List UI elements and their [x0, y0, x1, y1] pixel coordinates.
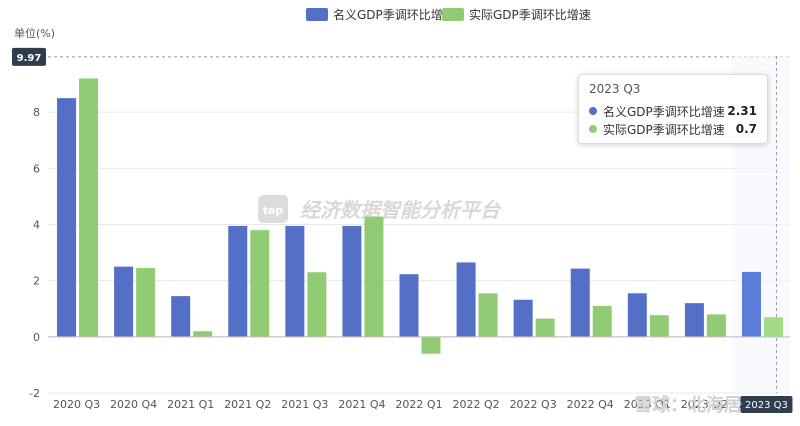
y-tick-label: 4	[33, 219, 40, 232]
y-tick-label: 8	[33, 106, 40, 119]
legend-label: 名义GDP季调环比增速	[333, 7, 455, 22]
bar	[250, 230, 270, 337]
x-tick-label: 2021 Q1	[167, 398, 214, 411]
y-tick-label: 0	[33, 331, 40, 344]
bar	[570, 268, 590, 337]
x-tick-label: 2023 Q2	[681, 398, 728, 411]
bar	[684, 303, 704, 337]
x-tick-label: 2020 Q4	[110, 398, 157, 411]
real-dot-icon	[589, 125, 597, 133]
y-tick-label: 6	[33, 162, 40, 175]
highlight-x-badge	[740, 396, 793, 413]
bar	[285, 225, 305, 337]
bar	[79, 78, 99, 337]
bar	[307, 272, 327, 337]
watermark-logo-text: tap	[263, 204, 284, 217]
bar	[513, 299, 533, 337]
bar	[592, 305, 612, 337]
bar	[535, 318, 555, 337]
bar	[57, 98, 77, 337]
tooltip-title: 2023 Q3	[589, 82, 641, 96]
bar	[364, 216, 384, 337]
tooltip-series-name: 实际GDP季调环比增速	[603, 122, 725, 137]
bar	[421, 336, 441, 354]
legend-swatch	[442, 8, 464, 21]
x-tick-label: 2021 Q4	[338, 398, 385, 411]
x-tick-label: 2022 Q3	[510, 398, 557, 411]
pointer-value-badge	[12, 47, 46, 66]
bar	[706, 314, 726, 337]
bar	[456, 262, 476, 337]
bar	[228, 225, 248, 337]
bar	[478, 293, 498, 337]
bar	[171, 296, 191, 337]
y-tick-label: 2	[33, 275, 40, 288]
bar	[342, 225, 362, 337]
corner-watermark: 雪球：北海居	[634, 394, 742, 416]
y-tick-label: -2	[29, 387, 40, 400]
tooltip-row-real: 实际GDP季调环比增速 0.7	[589, 120, 757, 138]
highlight-x-label: 2023 Q3	[745, 400, 788, 411]
nominal-dot-icon	[589, 107, 597, 115]
tooltip: 2023 Q3 名义GDP季调环比增速 2.31 实际GDP季调环比增速 0.7	[578, 74, 768, 144]
watermark-text: 经济数据智能分析平台	[300, 198, 502, 222]
x-tick-label: 2022 Q2	[452, 398, 499, 411]
bar	[649, 315, 669, 337]
tooltip-row-nominal: 名义GDP季调环比增速 2.31	[589, 102, 757, 120]
bar	[763, 317, 783, 337]
watermark-logo	[258, 195, 288, 223]
bar	[627, 293, 647, 337]
x-tick-label: 2021 Q2	[224, 398, 271, 411]
x-tick-label: 2022 Q4	[567, 398, 614, 411]
x-tick-label: 2023 Q1	[624, 398, 671, 411]
y-axis-unit-label: 单位(%)	[14, 26, 55, 40]
x-tick-label: 2022 Q1	[395, 398, 442, 411]
tooltip-value: 0.7	[735, 122, 757, 136]
bar	[399, 274, 419, 337]
x-tick-label: 2021 Q3	[281, 398, 328, 411]
x-tick-label: 2020 Q3	[53, 398, 100, 411]
bar	[114, 266, 134, 337]
legend-swatch	[306, 8, 328, 21]
tooltip-value: 2.31	[727, 104, 757, 118]
tooltip-series-name: 名义GDP季调环比增速	[603, 104, 725, 119]
bar	[193, 331, 213, 337]
pointer-value-label: 9.97	[17, 53, 42, 64]
bar	[741, 271, 761, 337]
bar	[136, 268, 156, 337]
legend-label: 实际GDP季调环比增速	[469, 7, 591, 22]
